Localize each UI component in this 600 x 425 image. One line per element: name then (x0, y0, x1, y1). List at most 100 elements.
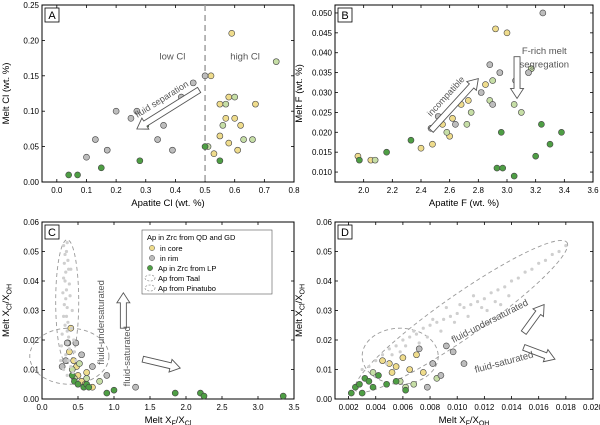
y-tick-label: 0.03 (23, 307, 39, 316)
data-point (503, 29, 511, 37)
x-tick-label: 3.0 (501, 186, 513, 195)
legend-item-label: in rim (160, 254, 178, 263)
data-point (83, 369, 90, 376)
data-point (383, 148, 390, 156)
annotation-label: high Cl (230, 52, 260, 63)
data-point (419, 369, 427, 376)
x-tick-label: 0.7 (259, 186, 271, 195)
reference-point (480, 305, 484, 310)
y-tick-label: 0.045 (312, 29, 333, 38)
reference-point (62, 276, 66, 280)
reference-point (394, 344, 398, 348)
reference-point (448, 314, 453, 318)
data-point (443, 128, 451, 136)
y-tick-label: 0.15 (23, 72, 39, 81)
reference-point (398, 350, 402, 354)
y-tick-label: 0.02 (23, 336, 39, 345)
y-tick-label: 0.05 (316, 248, 332, 257)
x-tick-label: 1.0 (108, 403, 120, 412)
y-tick-label: 0.06 (316, 218, 332, 227)
legend-box (141, 229, 273, 295)
x-tick-label: 2.0 (358, 186, 370, 195)
reference-point (66, 320, 70, 324)
x-tick-label: 0.020 (583, 403, 600, 412)
reference-point (509, 279, 514, 283)
reference-point (543, 258, 548, 262)
y-tick-label: 0.050 (312, 9, 333, 18)
region-label: fluid-saturated (122, 326, 133, 386)
panel-label: D (341, 227, 349, 239)
data-point (489, 101, 496, 108)
x-axis-label-text: Melt XF/XCl (145, 415, 192, 425)
reference-point (380, 353, 385, 357)
data-point (78, 351, 85, 359)
panel-label-box (337, 224, 353, 240)
reference-point (68, 294, 72, 298)
data-point (222, 114, 230, 122)
reference-point (523, 270, 527, 274)
y-axis-label: Melt F (wt. %) (294, 64, 305, 123)
data-point (189, 79, 197, 87)
reference-point (59, 359, 63, 363)
data-point (356, 156, 363, 164)
y-tick-label: 0.020 (312, 128, 333, 137)
legend-item-label: Ap from Pinatubo (158, 284, 216, 293)
reference-point (67, 282, 71, 286)
data-point (231, 114, 239, 122)
data-point (452, 121, 459, 128)
reference-point (444, 305, 448, 310)
reference-point (564, 244, 568, 248)
y-axis-label: Melt XCl/XOH (294, 284, 307, 337)
reference-point (421, 326, 425, 330)
data-point (518, 109, 525, 116)
data-point (169, 146, 176, 154)
data-point (437, 372, 445, 379)
panel-d: 0.002 0.004 0.006 0.008 0.010 0.012 0.014 0.016… (294, 218, 600, 425)
data-point (493, 164, 501, 172)
plot-frame (41, 4, 295, 183)
legend-marker (149, 245, 155, 251)
reference-point (63, 252, 67, 257)
panel-b: 2.0 2.2 2.4 2.6 2.8 3.0 3.2 3.4 3.6 0.010 0.015 0.0… (294, 4, 599, 209)
data-point (200, 392, 208, 400)
panel-label-box (337, 7, 353, 23)
data-point (96, 377, 103, 385)
data-point (407, 136, 415, 144)
legend-item-label: Ap in Zrc from LP (158, 264, 216, 273)
y-tick-label: 0.04 (316, 277, 332, 286)
trend-arrow (141, 355, 182, 373)
data-point (279, 392, 287, 400)
y-tick-label: 0.035 (312, 69, 333, 78)
reference-point (442, 317, 446, 321)
data-point (464, 97, 472, 104)
x-tick-label: 3.0 (252, 403, 264, 412)
annotation-label: F-rich melt (522, 46, 567, 57)
reference-point (67, 347, 71, 351)
reference-point (71, 370, 75, 375)
legend-title: Ap in Zrc from QD and GD (147, 233, 236, 242)
data-point (89, 363, 96, 370)
reference-point (530, 267, 534, 271)
reference-point (66, 258, 70, 262)
y-tick-label: 0.040 (312, 49, 333, 58)
annotation-label: segregation (519, 59, 569, 70)
data-point (538, 121, 545, 128)
data-point (413, 351, 420, 359)
legend-marker (144, 284, 156, 292)
data-point (252, 100, 259, 108)
legend-marker (147, 265, 153, 271)
data-point (65, 171, 72, 179)
reference-point (360, 367, 364, 372)
x-axis-label: Melt XF/XCl (145, 415, 192, 425)
data-point (399, 354, 407, 362)
y-tick-label: 0.00 (23, 395, 39, 404)
data-point (85, 383, 93, 391)
data-point (358, 389, 366, 397)
x-tick-label: 0.018 (556, 403, 577, 412)
data-point (216, 132, 224, 140)
data-point (417, 144, 425, 152)
y-tick-label: 0.25 (23, 1, 39, 10)
data-point (467, 109, 475, 116)
reference-point (417, 341, 421, 345)
